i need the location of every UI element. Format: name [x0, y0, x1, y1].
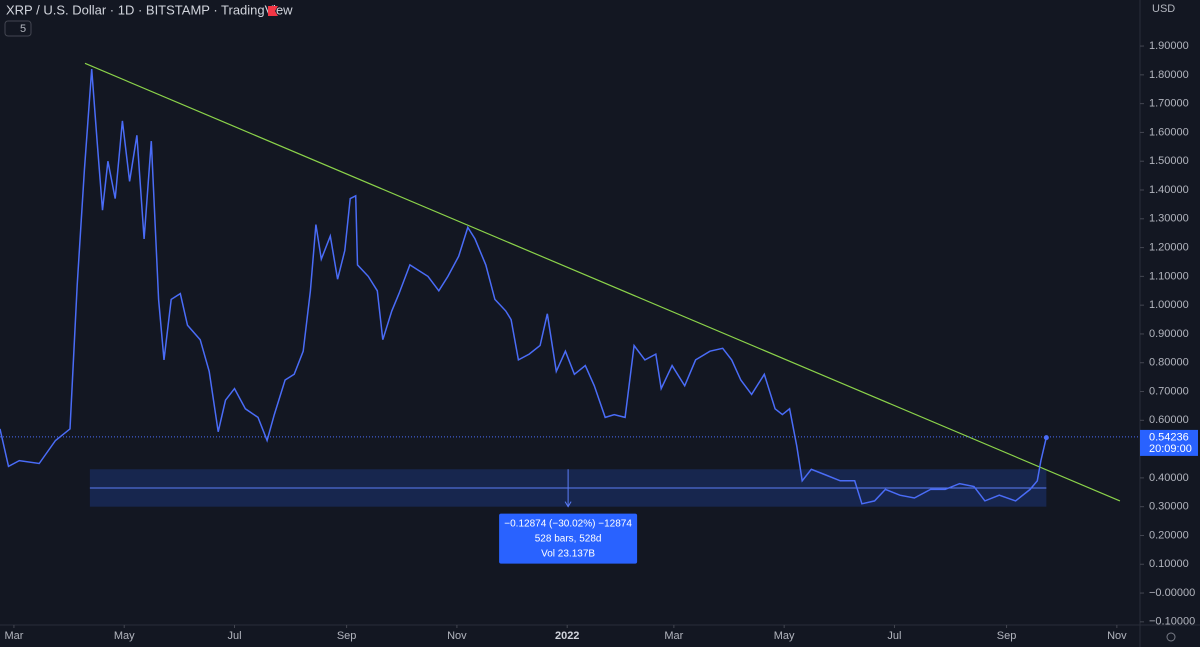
y-tick-label: 0.30000 [1149, 501, 1189, 513]
x-tick-label: Sep [337, 630, 357, 642]
x-tick-label: Jul [227, 630, 241, 642]
y-tick-label: 1.30000 [1149, 213, 1189, 225]
x-tick-label: Mar [4, 630, 23, 642]
y-tick-label: 0.40000 [1149, 472, 1189, 484]
x-tick-label: Jul [887, 630, 901, 642]
y-tick-label: 1.90000 [1149, 40, 1189, 52]
x-tick-label: Nov [447, 630, 467, 642]
x-tick-label: Nov [1107, 630, 1127, 642]
y-tick-label: 1.60000 [1149, 126, 1189, 138]
price-label [1140, 429, 1198, 456]
x-tick-label: Sep [997, 630, 1017, 642]
measure-info-text: 528 bars, 528d [535, 533, 602, 544]
x-tick-label: 2022 [555, 630, 579, 642]
measure-arrowhead [564, 501, 572, 508]
x-tick-label: Mar [664, 630, 683, 642]
last-point [1043, 435, 1049, 441]
price-label-text: 0.54236 [1149, 431, 1189, 443]
flag-icon [268, 6, 278, 16]
y-tick-label: 1.10000 [1149, 270, 1189, 282]
y-tick-label: −0.00000 [1149, 587, 1195, 599]
y-tick-label: 0.90000 [1149, 328, 1189, 340]
y-tick-label: 1.70000 [1149, 98, 1189, 110]
settings-icon[interactable] [1166, 632, 1176, 642]
countdown-text: 20:09:00 [1149, 443, 1192, 455]
currency-label[interactable]: USD [1152, 3, 1175, 15]
y-tick-label: 1.50000 [1149, 155, 1189, 167]
y-tick-label: 1.40000 [1149, 184, 1189, 196]
measure-info-text: −0.12874 (−30.02%) −12874 [504, 518, 632, 529]
price-line [0, 69, 1048, 505]
y-tick-label: 0.20000 [1149, 529, 1189, 541]
x-tick-label: May [114, 630, 135, 642]
y-tick-label: 1.80000 [1149, 69, 1189, 81]
y-tick-label: 1.20000 [1149, 241, 1189, 253]
y-tick-label: −0.10000 [1149, 616, 1195, 628]
indicator-count: 5 [20, 23, 26, 35]
trendline [84, 62, 1121, 502]
y-tick-label: 0.80000 [1149, 357, 1189, 369]
y-tick-label: 0.60000 [1149, 414, 1189, 426]
measure-info-text: Vol 23.137B [541, 548, 595, 559]
y-tick-label: 0.10000 [1149, 558, 1189, 570]
measure-info [499, 513, 638, 564]
y-tick-label: 1.00000 [1149, 299, 1189, 311]
chart-title: XRP / U.S. Dollar · 1D · BITSTAMP · Trad… [6, 2, 293, 17]
x-tick-label: May [774, 630, 795, 642]
y-tick-label: 0.70000 [1149, 385, 1189, 397]
indicator-badge[interactable] [4, 20, 32, 37]
